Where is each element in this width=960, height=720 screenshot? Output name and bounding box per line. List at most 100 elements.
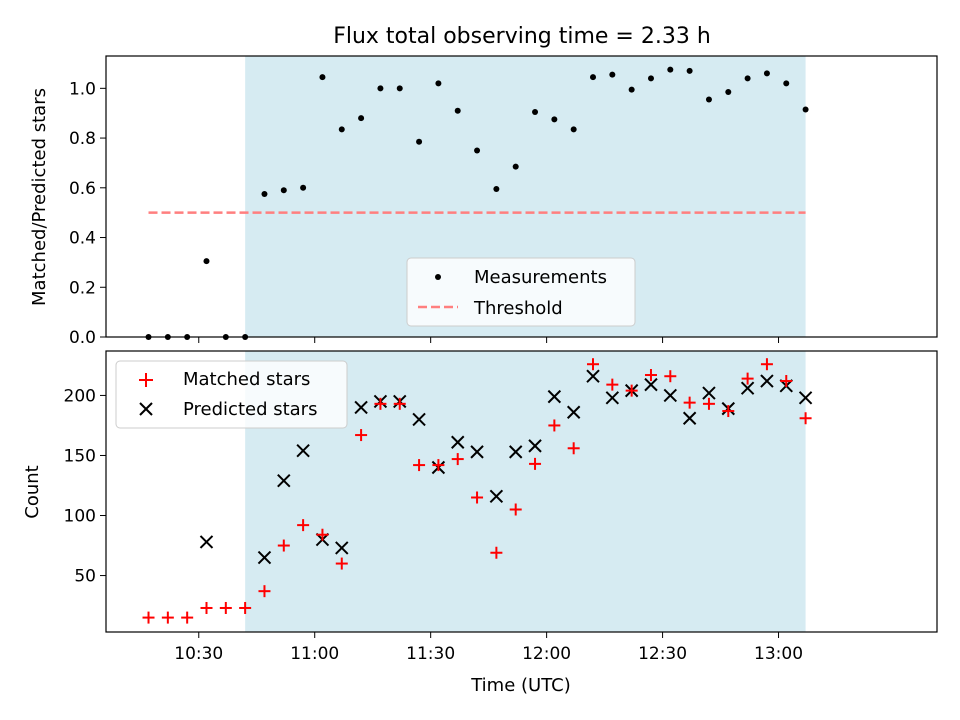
bottom-legend: Matched stars Predicted stars <box>115 360 348 429</box>
predicted-stars-point <box>451 435 465 449</box>
matched-stars-point <box>471 491 484 504</box>
predicted-stars-point <box>586 369 600 383</box>
matched-stars-point <box>509 503 522 516</box>
matched-stars-point <box>297 519 310 532</box>
measurement-point <box>396 85 403 92</box>
bottom-y-tick-label: 50 <box>74 567 96 587</box>
matched-stars-point <box>799 412 812 425</box>
top-axes-frame <box>105 55 938 338</box>
bottom-legend-box <box>115 360 348 429</box>
predicted-stars-point <box>470 445 484 459</box>
matched-stars-point <box>181 611 194 624</box>
matched-stars-point <box>316 528 329 541</box>
top-y-axis-label: Matched/Predicted stars <box>29 88 50 306</box>
matched-stars-point <box>490 546 503 559</box>
predicted-stars-point <box>663 388 678 403</box>
bottom-x-tick-label: 13:00 <box>754 644 803 664</box>
top-y-tick-label: 0.2 <box>69 278 96 298</box>
matched-stars-point <box>239 601 252 614</box>
bottom-panel: 50 100 150 200 10:30 11:00 11:30 12:00 12:30 13:… <box>22 350 938 696</box>
measurement-point <box>628 86 635 93</box>
matched-stars-point <box>702 397 715 410</box>
measurement-point <box>551 116 558 123</box>
top-y-tick-label: 0.4 <box>69 229 96 249</box>
matched-stars-point <box>413 459 426 472</box>
measurement-point <box>358 115 365 122</box>
bottom-y-ticks: 50 100 150 200 <box>64 386 106 587</box>
measurement-point <box>763 70 770 77</box>
matched-stars-point <box>258 585 271 598</box>
predicted-stars-point <box>508 445 523 459</box>
matched-stars-point <box>683 396 696 409</box>
measurement-point <box>338 126 345 133</box>
measurement-point <box>280 187 287 194</box>
legend-measurements-marker <box>435 274 441 280</box>
matched-stars-point <box>722 405 735 418</box>
matched-stars-point <box>277 539 290 552</box>
measurement-point <box>474 147 481 154</box>
measurement-point <box>261 191 268 198</box>
matched-stars-point <box>374 397 387 410</box>
measurement-point <box>609 71 616 78</box>
predicted-stars-point <box>412 412 426 427</box>
legend-matched-label: Matched stars <box>183 369 310 390</box>
measurement-point <box>783 80 790 87</box>
predicted-stars-point <box>547 389 562 404</box>
predicted-stars-point <box>489 489 504 504</box>
top-panel: Flux total observing time = 2.33 h 0.0 0.… <box>29 24 938 348</box>
predicted-stars-point <box>798 391 813 405</box>
predicted-stars-point <box>760 374 774 388</box>
measurement-point <box>377 85 384 92</box>
bottom-x-ticks: 10:30 11:00 11:30 12:00 12:30 13:00 <box>174 632 803 664</box>
bottom-marks-layer <box>142 358 813 624</box>
matched-stars-point <box>741 372 754 385</box>
matched-stars-point <box>335 557 348 570</box>
measurement-point <box>590 74 597 81</box>
measurement-point <box>725 89 732 96</box>
predicted-stars-point <box>335 541 349 555</box>
matched-stars-point <box>760 358 773 371</box>
bottom-x-tick-label: 12:00 <box>522 644 571 664</box>
matched-stars-point <box>780 375 793 388</box>
matched-stars-point <box>142 611 155 624</box>
bottom-x-tick-label: 11:00 <box>290 644 339 664</box>
bottom-x-tick-label: 10:30 <box>174 644 223 664</box>
matched-stars-point <box>625 384 638 397</box>
legend-predicted-label: Predicted stars <box>183 399 317 420</box>
predicted-stars-point <box>354 400 368 415</box>
top-y-ticks: 0.0 0.2 0.4 0.6 0.8 1.0 <box>69 79 106 348</box>
measurement-point <box>532 108 539 115</box>
top-chart-title: Flux total observing time = 2.33 h <box>333 24 711 49</box>
measurement-point <box>802 106 809 113</box>
matched-stars-point <box>200 601 213 614</box>
matched-stars-point <box>587 358 600 371</box>
bottom-y-tick-label: 150 <box>64 446 96 466</box>
top-y-tick-label: 0.0 <box>69 328 96 348</box>
predicted-stars-point <box>296 443 310 458</box>
legend-measurements-label: Measurements <box>474 267 607 288</box>
predicted-stars-point <box>566 405 581 419</box>
bottom-y-tick-label: 200 <box>64 386 96 406</box>
predicted-stars-point <box>528 439 542 453</box>
legend-matched-marker <box>139 373 153 387</box>
measurement-point <box>203 258 210 265</box>
measurement-point <box>435 80 442 87</box>
measurement-point <box>744 75 751 82</box>
measurement-point <box>416 138 423 145</box>
predicted-stars-point <box>682 411 697 425</box>
predicted-stars-point <box>605 391 620 405</box>
matched-stars-point <box>548 419 561 432</box>
legend-predicted-marker <box>139 402 153 416</box>
bottom-y-axis-label: Count <box>22 465 43 518</box>
matched-stars-point <box>567 442 580 455</box>
bottom-y-tick-label: 100 <box>64 507 96 527</box>
matched-stars-point <box>393 397 406 410</box>
matched-stars-point <box>606 378 619 391</box>
predicted-stars-point <box>644 377 658 392</box>
top-x-ticks <box>198 337 780 343</box>
measurement-point <box>319 74 326 81</box>
legend-threshold-label: Threshold <box>473 298 563 319</box>
top-y-tick-label: 0.6 <box>69 179 96 199</box>
bottom-x-tick-label: 12:30 <box>638 644 687 664</box>
bottom-x-axis-label: Time (UTC) <box>470 675 571 696</box>
